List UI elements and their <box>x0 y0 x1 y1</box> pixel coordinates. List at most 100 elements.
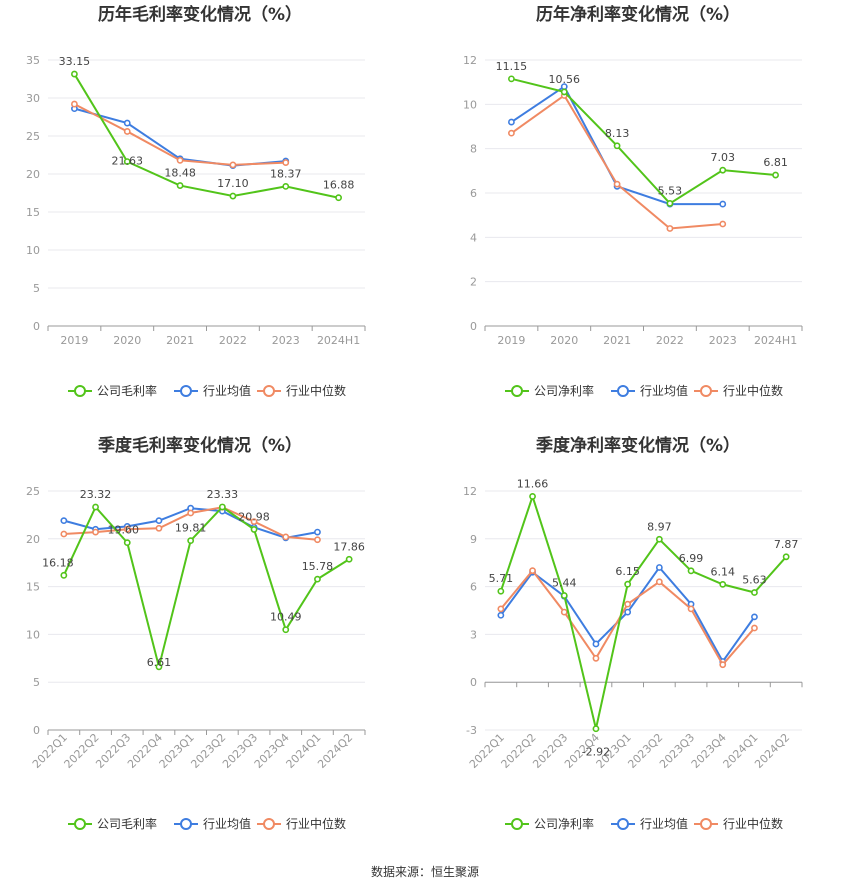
data-point-company[interactable] <box>666 200 674 207</box>
data-point-avg[interactable] <box>624 608 632 616</box>
data-point-company[interactable] <box>314 575 321 583</box>
data-point-median[interactable] <box>666 225 674 232</box>
data-point-company[interactable] <box>218 503 226 511</box>
data-point-median[interactable] <box>123 128 131 135</box>
data-point-median[interactable] <box>155 524 163 532</box>
data-point-avg[interactable] <box>497 611 505 619</box>
data-point-median[interactable] <box>719 220 727 228</box>
data-point-company[interactable] <box>655 535 663 543</box>
data-point-median[interactable] <box>176 156 184 164</box>
data-point-median[interactable] <box>592 654 600 662</box>
data-point-median[interactable] <box>497 605 505 613</box>
data-label: 6.99 <box>679 552 704 565</box>
data-point-median[interactable] <box>92 528 99 536</box>
data-point-company[interactable] <box>782 553 790 561</box>
data-point-avg[interactable] <box>751 613 758 621</box>
data-label: 7.03 <box>711 151 736 164</box>
legend-item-company[interactable]: 公司净利率 <box>505 816 594 831</box>
data-point-company[interactable] <box>687 567 695 575</box>
legend-item-avg[interactable]: 行业均值 <box>611 816 688 831</box>
data-point-company[interactable] <box>60 571 68 579</box>
data-point-median[interactable] <box>687 605 695 613</box>
data-point-median[interactable] <box>719 661 727 669</box>
data-point-median[interactable] <box>655 578 663 586</box>
data-point-median[interactable] <box>560 608 568 616</box>
data-point-company[interactable] <box>123 539 131 547</box>
x-tick-label: 2020 <box>113 334 141 347</box>
data-label: 19.60 <box>108 524 140 537</box>
data-point-avg[interactable] <box>314 528 321 536</box>
data-point-company[interactable] <box>250 526 258 533</box>
data-point-median[interactable] <box>282 159 290 166</box>
data-point-median[interactable] <box>187 509 195 517</box>
legend-item-median[interactable]: 行业中位数 <box>694 816 783 831</box>
data-point-median[interactable] <box>250 518 258 525</box>
data-point-avg[interactable] <box>123 119 131 127</box>
data-point-avg[interactable] <box>508 118 515 126</box>
data-point-median[interactable] <box>314 536 321 544</box>
data-point-median[interactable] <box>613 180 621 188</box>
data-point-median[interactable] <box>624 600 632 608</box>
y-tick-label: -3 <box>466 724 477 737</box>
data-point-company[interactable] <box>508 75 515 83</box>
y-tick-label: 5 <box>33 676 40 689</box>
data-point-avg[interactable] <box>155 517 163 525</box>
legend-item-company[interactable]: 公司毛利率 <box>68 816 157 831</box>
legend-item-company[interactable]: 公司毛利率 <box>68 383 157 398</box>
data-point-company[interactable] <box>592 725 600 733</box>
data-point-median[interactable] <box>71 100 78 108</box>
data-point-company[interactable] <box>719 166 727 174</box>
series-line-median <box>510 94 723 230</box>
data-point-company[interactable] <box>560 592 568 599</box>
legend-item-median[interactable]: 行业中位数 <box>694 383 783 398</box>
data-point-company[interactable] <box>71 70 78 78</box>
data-point-company[interactable] <box>282 182 290 190</box>
data-point-median[interactable] <box>282 533 290 541</box>
data-point-median[interactable] <box>60 530 68 538</box>
data-point-company[interactable] <box>123 158 131 166</box>
legend-marker <box>263 385 275 397</box>
data-point-company[interactable] <box>719 580 727 588</box>
data-point-median[interactable] <box>229 161 237 169</box>
legend-item-median[interactable]: 行业中位数 <box>257 816 346 831</box>
data-point-avg[interactable] <box>655 564 663 571</box>
data-point-company[interactable] <box>176 182 184 189</box>
data-point-company[interactable] <box>497 587 505 595</box>
series-line-company <box>511 77 776 205</box>
data-point-company[interactable] <box>187 537 195 545</box>
data-point-company[interactable] <box>624 580 632 588</box>
data-point-company[interactable] <box>335 194 342 202</box>
legend-item-avg[interactable]: 行业均值 <box>174 816 251 831</box>
data-point-company[interactable] <box>282 626 290 634</box>
data-point-avg[interactable] <box>592 640 600 648</box>
chart-title: 历年毛利率变化情况（%） <box>98 4 302 25</box>
legend-item-avg[interactable]: 行业均值 <box>611 383 688 398</box>
data-point-company[interactable] <box>751 589 758 596</box>
data-point-company[interactable] <box>529 493 536 500</box>
chart-panel-4: 季度净利率变化情况（%）-30369122022Q12022Q22022Q320… <box>463 435 803 831</box>
data-label: 6.61 <box>147 656 172 669</box>
data-point-median[interactable] <box>123 525 131 533</box>
data-point-company[interactable] <box>560 88 568 96</box>
data-point-avg[interactable] <box>719 200 727 208</box>
legend-label: 公司净利率 <box>534 816 594 831</box>
data-point-company[interactable] <box>345 555 353 563</box>
y-tick-label: 25 <box>26 485 40 498</box>
legend-item-median[interactable]: 行业中位数 <box>257 383 346 398</box>
data-point-median[interactable] <box>751 624 758 632</box>
chart-title: 季度净利率变化情况（%） <box>536 435 740 456</box>
y-tick-label: 6 <box>470 187 477 200</box>
data-point-company[interactable] <box>229 192 237 200</box>
data-point-company[interactable] <box>613 142 621 150</box>
data-point-avg[interactable] <box>60 517 68 525</box>
legend-label: 公司毛利率 <box>97 383 157 398</box>
data-point-company[interactable] <box>772 171 779 179</box>
data-point-median[interactable] <box>529 567 536 575</box>
legend-item-company[interactable]: 公司净利率 <box>505 383 594 398</box>
data-point-median[interactable] <box>508 129 515 137</box>
legend-item-avg[interactable]: 行业均值 <box>174 383 251 398</box>
data-point-company[interactable] <box>155 663 163 671</box>
data-point-company[interactable] <box>92 503 99 511</box>
series-line-company <box>62 505 350 668</box>
